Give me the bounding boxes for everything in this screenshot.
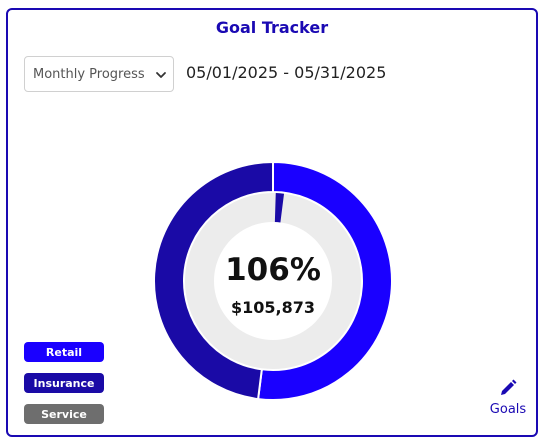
inner-segment-insurance (274, 193, 285, 223)
chevron-down-icon (156, 72, 166, 78)
date-range: 05/01/2025 - 05/31/2025 (186, 63, 387, 82)
progress-amount: $105,873 (230, 298, 315, 317)
card-title: Goal Tracker (215, 18, 329, 37)
legend-label-service: Service (41, 407, 87, 421)
legend-item-insurance[interactable]: Insurance (24, 373, 104, 393)
legend-item-retail[interactable]: Retail (24, 342, 104, 362)
goals-label: Goals (489, 402, 527, 417)
legend: Retail Insurance Service (24, 342, 104, 435)
legend-label-retail: Retail (45, 345, 83, 359)
inner-track (184, 193, 361, 369)
donut-svg (153, 160, 393, 401)
legend-item-service[interactable]: Service (24, 404, 104, 424)
goals-button[interactable]: Goals (488, 378, 528, 424)
pencil-icon (501, 379, 517, 395)
outer-segment-insurance (153, 160, 274, 401)
goal-tracker-card: Goal Tracker Monthly Progress 05/01/2025… (6, 8, 538, 437)
progress-donut-chart: 106% $105,873 (153, 160, 393, 401)
progress-percent: 106% (225, 252, 321, 288)
legend-label-insurance: Insurance (33, 376, 95, 390)
outer-segment-retail (256, 160, 393, 401)
period-select[interactable]: Monthly Progress (24, 56, 174, 92)
period-select-value: Monthly Progress (33, 66, 145, 82)
